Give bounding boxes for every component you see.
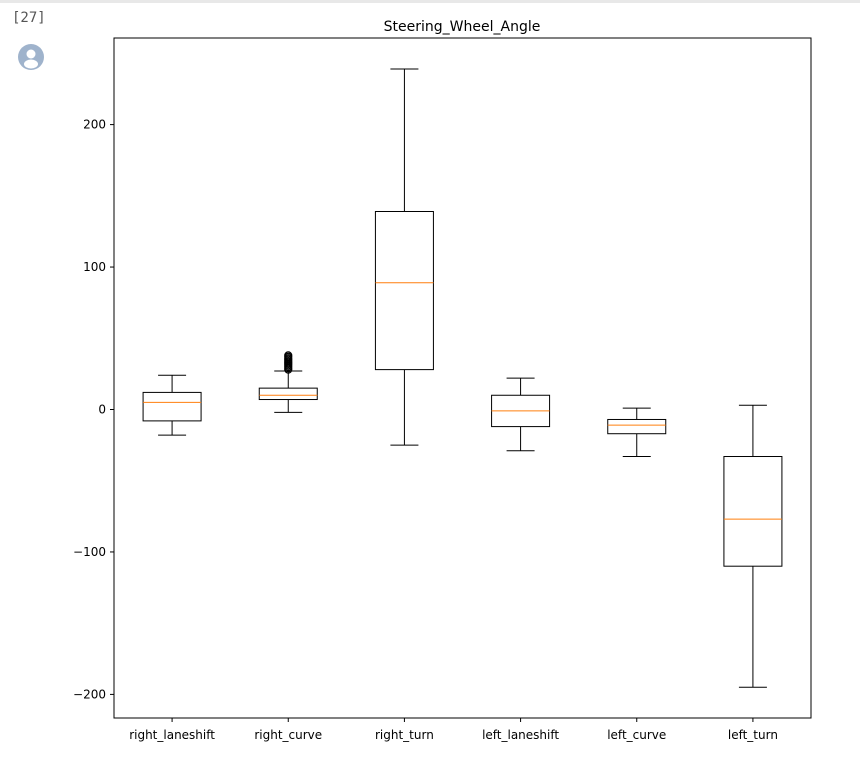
- x-tick-label: left_turn: [728, 728, 778, 742]
- user-avatar-icon: [18, 44, 44, 70]
- box-right_curve: [258, 387, 318, 401]
- x-axis: right_laneshift right_curve right_turn left…: [129, 718, 778, 742]
- cell-execution-count: [27]: [12, 10, 46, 26]
- x-tick-label: right_curve: [254, 728, 322, 742]
- y-tick-label: 200: [83, 118, 106, 132]
- x-tick-label: left_laneshift: [482, 728, 559, 742]
- y-tick-label: 100: [83, 260, 106, 274]
- y-tick-label: 0: [98, 403, 106, 417]
- chart-title: Steering_Wheel_Angle: [384, 19, 541, 35]
- y-axis: 200 100 0 −100 −200: [73, 118, 114, 701]
- x-tick-label: left_curve: [607, 728, 666, 742]
- box-left_turn: [723, 456, 783, 567]
- x-tick-label: right_laneshift: [129, 728, 215, 742]
- box-left_curve: [607, 418, 667, 435]
- y-tick-label: −200: [73, 687, 106, 701]
- box-right_turn: [374, 210, 434, 371]
- outlier-point: [284, 351, 293, 360]
- cell-top-border: [0, 0, 860, 3]
- box-right_laneshift: [142, 391, 202, 422]
- x-tick-label: right_turn: [375, 728, 434, 742]
- y-tick-label: −100: [73, 545, 106, 559]
- boxes-group: [142, 68, 783, 688]
- plot-area-frame: [113, 37, 812, 719]
